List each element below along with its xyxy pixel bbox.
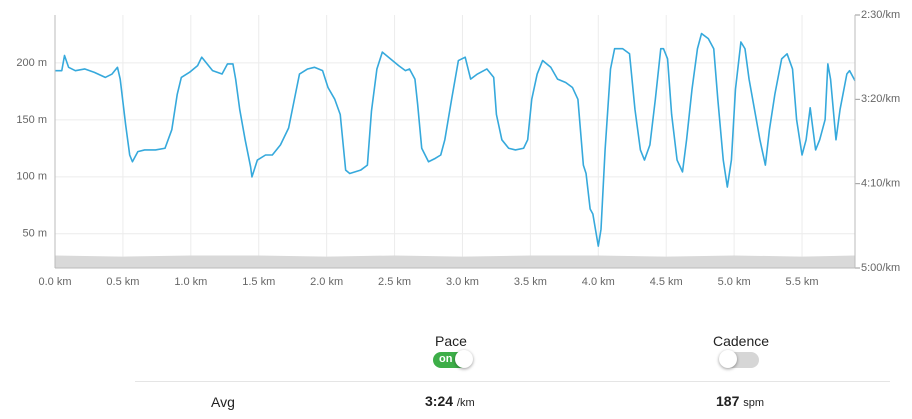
y-tick-label: 50 m: [23, 228, 47, 240]
y2-tick-label: 4:10/km: [861, 178, 900, 190]
y2-tick-label: 3:20/km: [861, 93, 900, 105]
elevation-area: [55, 255, 855, 268]
value: 187: [716, 393, 740, 409]
separator: [135, 381, 890, 382]
x-tick-label: 2.5 km: [378, 276, 411, 288]
value: 3:24: [425, 393, 454, 409]
unit: spm: [743, 397, 765, 409]
toggle[interactable]: [719, 350, 759, 368]
x-tick-label: 0.5 km: [106, 276, 139, 288]
x-tick-label: 5.5 km: [786, 276, 819, 288]
summary-pace: 3:24 /km: [425, 393, 475, 409]
x-tick-label: 4.0 km: [582, 276, 615, 288]
y2-tick-label: 5:00/km: [861, 262, 900, 274]
unit: /km: [456, 397, 475, 409]
control-label: Pace: [435, 333, 467, 349]
x-tick-label: 3.5 km: [514, 276, 547, 288]
y-tick-label: 100 m: [16, 171, 47, 183]
pace-line: [55, 32, 856, 247]
chart: 50 m 100 m 150 m 200 m 0.0 km 0.5 km 1.0 km 1.5…: [16, 9, 900, 288]
summary-cadence: 187 spm: [716, 393, 764, 409]
x-tick-label: 0.0 km: [38, 276, 71, 288]
x-tick-label: 3.0 km: [446, 276, 479, 288]
y-tick-label: 200 m: [16, 57, 47, 69]
x-tick-label: 1.0 km: [174, 276, 207, 288]
x-tick-label: 4.5 km: [650, 276, 683, 288]
summary-label: Avg: [211, 394, 235, 410]
x-tick-label: 2.0 km: [310, 276, 343, 288]
toggle-knob: [455, 350, 473, 368]
y2-tick-label: 2:30/km: [861, 9, 900, 21]
y-tick-label: 150 m: [16, 114, 47, 126]
x-tick-label: 5.0 km: [718, 276, 751, 288]
x-tick-label: 1.5 km: [242, 276, 275, 288]
toggle-state: on: [439, 353, 453, 365]
toggle-knob: [719, 350, 737, 368]
control-label: Cadence: [712, 333, 770, 349]
toggle[interactable]: on: [433, 350, 473, 368]
